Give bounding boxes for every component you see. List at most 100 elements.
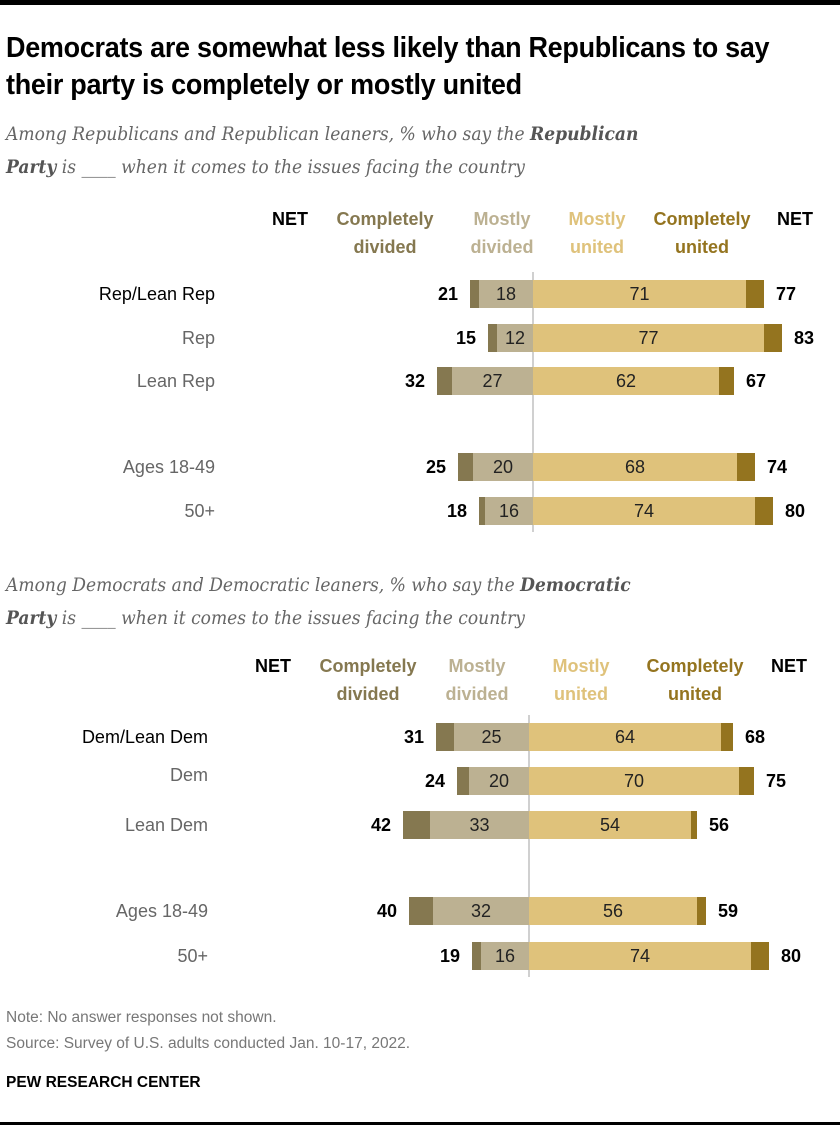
row-label: Ages 18-49	[122, 457, 215, 477]
pew-logo: PEW RESEARCH CENTER	[6, 1074, 201, 1091]
bar-mostly-divided	[469, 767, 529, 795]
net-united: 77	[776, 284, 797, 304]
header-net-right: NET	[771, 656, 807, 676]
zero-axis	[532, 272, 534, 532]
bar-mostly-united	[533, 367, 719, 395]
label-mostly-united: 77	[638, 328, 659, 348]
note: Note: No answer responses not shown.	[6, 1009, 277, 1026]
subtitle: Among Democrats and Democratic leaners, …	[6, 569, 753, 635]
bar-completely-divided	[436, 723, 454, 751]
bar-completely-united	[691, 811, 697, 839]
header-mostly-united: Mostly united	[568, 209, 626, 257]
bar-mostly-united	[529, 723, 721, 751]
net-divided: 15	[455, 328, 476, 348]
bar-completely-divided	[403, 811, 430, 839]
label-mostly-united: 56	[602, 901, 624, 921]
bar-mostly-united	[533, 280, 746, 308]
chart-title: Democrats are somewhat less likely than …	[6, 32, 770, 101]
row-label: Lean Rep	[136, 371, 215, 391]
bar-completely-united	[721, 723, 733, 751]
bar-mostly-divided	[481, 942, 529, 970]
net-united: 80	[781, 946, 802, 966]
label-mostly-divided: 25	[481, 727, 502, 747]
source: Source: Survey of U.S. adults conducted …	[6, 1035, 411, 1052]
bar-completely-united	[737, 453, 755, 481]
label-mostly-united: 68	[624, 457, 646, 477]
bar-mostly-divided	[485, 497, 533, 525]
bar-completely-divided	[457, 767, 469, 795]
bar-mostly-united	[529, 942, 751, 970]
bar-mostly-united	[529, 767, 739, 795]
header-mostly-divided: Mostly divided	[470, 209, 534, 257]
header-net-left: NET	[255, 656, 291, 676]
bar-completely-united	[751, 942, 769, 970]
subtitle-part: Among Republicans and Republican leaners…	[6, 123, 531, 145]
bar-completely-united	[755, 497, 773, 525]
bar-mostly-divided	[497, 324, 533, 352]
header-completely-united: Completely united	[653, 209, 751, 257]
top-rule	[0, 0, 840, 5]
bar-completely-divided	[488, 324, 497, 352]
row-label: Ages 18-49	[115, 901, 208, 921]
row-label: Dem	[169, 765, 208, 785]
row-label: Dem/Lean Dem	[81, 727, 208, 747]
bar-mostly-divided	[430, 811, 529, 839]
subtitle-part: Party	[6, 156, 57, 178]
label-mostly-divided: 20	[492, 457, 514, 477]
label-mostly-united: 74	[629, 946, 651, 966]
label-mostly-divided: 20	[488, 771, 510, 791]
label-mostly-united: 74	[633, 501, 655, 521]
header-mostly-united: Mostly united	[552, 656, 610, 704]
net-united: 74	[767, 457, 788, 477]
net-united: 75	[766, 771, 787, 791]
net-united: 56	[709, 815, 730, 835]
row-label: Lean Dem	[124, 815, 208, 835]
bar-completely-divided	[472, 942, 481, 970]
bar-completely-united	[719, 367, 734, 395]
label-mostly-divided: 33	[469, 815, 490, 835]
net-divided: 24	[424, 771, 445, 791]
bar-completely-united	[697, 897, 706, 925]
subtitle-part: Democratic	[520, 574, 631, 596]
row-label: Rep	[181, 328, 215, 348]
header-completely-divided: Completely divided	[319, 656, 417, 704]
header-completely-united: Completely united	[646, 656, 744, 704]
bar-completely-divided	[458, 453, 473, 481]
header-mostly-divided: Mostly divided	[445, 656, 509, 704]
label-mostly-divided: 12	[504, 328, 526, 348]
header-net-right: NET	[777, 209, 813, 229]
net-divided: 18	[446, 501, 467, 521]
bar-completely-united	[746, 280, 764, 308]
label-mostly-divided: 18	[495, 284, 517, 304]
label-mostly-united: 54	[599, 815, 621, 835]
net-divided: 40	[376, 901, 397, 921]
bar-mostly-divided	[433, 897, 529, 925]
bar-mostly-united	[533, 324, 764, 352]
bar-mostly-united	[529, 811, 691, 839]
label-mostly-united: 64	[614, 727, 636, 747]
row-label: 50+	[184, 501, 215, 521]
label-mostly-united: 62	[615, 371, 637, 391]
net-divided: 31	[403, 727, 424, 747]
bar-completely-divided	[409, 897, 433, 925]
row-label: 50+	[177, 946, 208, 966]
bottom-rule	[0, 1122, 840, 1125]
net-united: 68	[745, 727, 766, 747]
subtitle-part: Among Democrats and Democratic leaners, …	[6, 574, 521, 596]
label-mostly-divided: 27	[482, 371, 503, 391]
bar-mostly-divided	[454, 723, 529, 751]
header-net-left: NET	[272, 209, 308, 229]
bar-mostly-united	[533, 497, 755, 525]
label-mostly-divided: 32	[470, 901, 492, 921]
net-united: 59	[718, 901, 739, 921]
subtitle-part: is ____ when it comes to the issues faci…	[56, 607, 525, 629]
net-united: 80	[785, 501, 806, 521]
label-mostly-united: 70	[623, 771, 645, 791]
bar-mostly-divided	[479, 280, 533, 308]
net-united: 67	[746, 371, 767, 391]
bar-completely-united	[764, 324, 782, 352]
label-mostly-united: 71	[629, 284, 650, 304]
net-divided: 32	[404, 371, 425, 391]
net-united: 83	[794, 328, 815, 348]
